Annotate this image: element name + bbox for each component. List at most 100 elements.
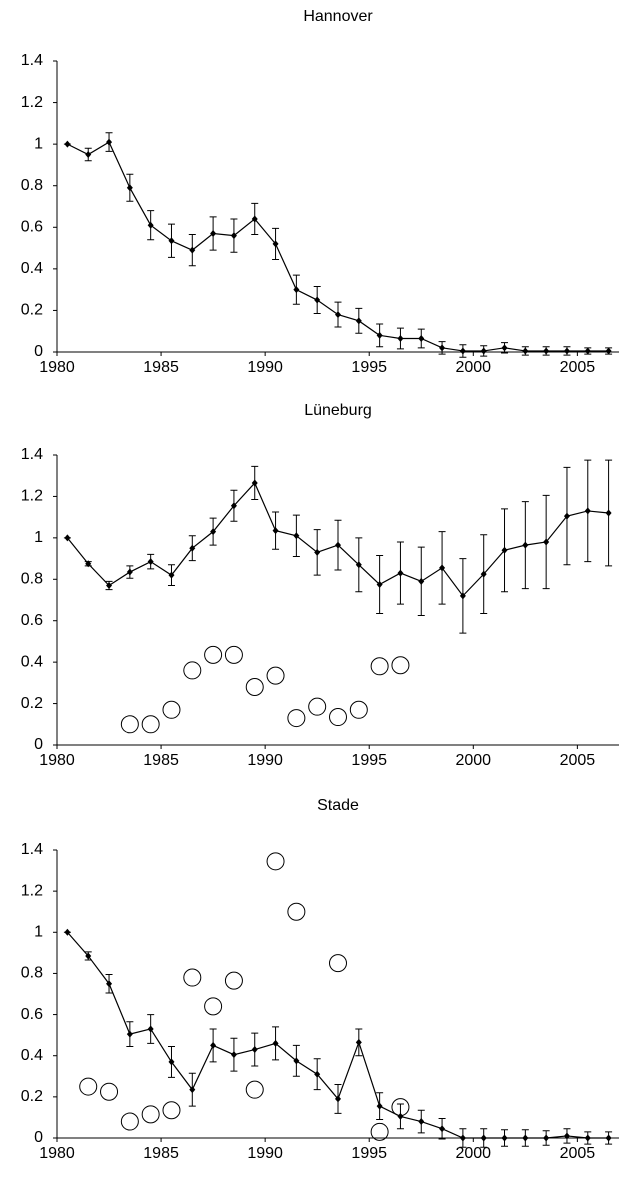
diamond-marker [189, 1086, 196, 1094]
diamond-marker [335, 1095, 341, 1103]
circle-marker [141, 1105, 160, 1124]
y-tick-label: 1 [34, 529, 43, 546]
diamond-marker [147, 221, 154, 229]
diamond-marker [563, 512, 570, 520]
circle-marker [183, 968, 202, 987]
y-tick-label: 1.2 [21, 882, 43, 899]
diamond-marker [418, 577, 425, 585]
diamond-marker [397, 569, 404, 577]
x-tick-label: 2000 [455, 752, 491, 769]
diamond-marker [543, 347, 550, 355]
x-tick-label: 1985 [143, 752, 179, 769]
diamond-marker [605, 509, 612, 517]
y-tick-label: 0 [34, 1129, 43, 1146]
diamond-marker [272, 527, 279, 535]
y-tick-label: 1.4 [21, 52, 43, 69]
diamond-marker [418, 334, 425, 342]
diamond-marker [189, 544, 196, 552]
y-tick-label: 0 [34, 736, 43, 753]
diamond-marker [168, 237, 175, 245]
circle-marker [120, 715, 139, 734]
diamond-marker [189, 246, 196, 254]
diamond-marker [272, 240, 279, 248]
diamond-marker [168, 1058, 175, 1066]
x-tick-label: 1985 [143, 1145, 179, 1162]
diamond-marker [459, 1134, 466, 1142]
diamond-marker [376, 1102, 383, 1110]
diamond-marker [126, 184, 133, 192]
diamond-marker [147, 1025, 154, 1033]
chart-title: Stade [317, 797, 359, 814]
circle-marker [349, 700, 368, 719]
diamond-marker [522, 541, 529, 549]
x-tick-label: 2000 [455, 359, 491, 376]
x-tick-label: 1990 [247, 1145, 283, 1162]
diamond-marker [314, 1070, 321, 1078]
diamond-marker [272, 1039, 279, 1047]
diamond-marker [251, 479, 258, 487]
diamond-marker [605, 1134, 612, 1142]
diamond-marker [418, 1118, 425, 1126]
diamond-marker [64, 928, 71, 936]
diamond-marker [85, 952, 92, 960]
y-tick-label: 0.2 [21, 695, 43, 712]
chart-title: Hannover [303, 8, 373, 25]
chart-title: Lüneburg [304, 402, 372, 419]
diamond-marker [168, 571, 175, 579]
x-tick-label: 1995 [351, 359, 387, 376]
y-tick-label: 0.4 [21, 260, 43, 277]
circle-marker [162, 1101, 181, 1120]
circle-marker [224, 971, 243, 990]
circle-marker [204, 997, 223, 1016]
diamond-marker [314, 296, 321, 304]
diamond-marker [251, 215, 258, 223]
circle-marker [370, 657, 389, 676]
circle-marker [141, 715, 160, 734]
y-tick-label: 0.2 [21, 302, 43, 319]
diamond-marker [335, 311, 341, 319]
x-tick-label: 2005 [560, 359, 596, 376]
y-tick-label: 1.2 [21, 94, 43, 111]
y-tick-label: 0.8 [21, 965, 43, 982]
circle-marker [308, 697, 327, 716]
x-tick-label: 1980 [39, 752, 75, 769]
diamond-marker [230, 1051, 237, 1059]
circle-marker [287, 902, 306, 921]
diamond-marker [480, 347, 487, 355]
y-tick-label: 1 [34, 135, 43, 152]
y-tick-label: 0.8 [21, 571, 43, 588]
y-tick-label: 0.4 [21, 1047, 43, 1064]
y-tick-label: 0 [34, 343, 43, 360]
diamond-marker [501, 546, 508, 554]
diamond-marker [64, 534, 71, 542]
diamond-marker [106, 138, 113, 146]
circle-marker [120, 1112, 139, 1131]
circle-marker [224, 645, 243, 664]
y-tick-label: 1.2 [21, 488, 43, 505]
diamond-marker [106, 582, 113, 589]
diamond-marker [293, 532, 300, 540]
diamond-marker [543, 1134, 550, 1142]
circle-marker [100, 1082, 119, 1101]
y-tick-label: 1.4 [21, 446, 43, 463]
diamond-marker [335, 541, 341, 549]
diamond-marker [584, 1134, 591, 1142]
y-tick-label: 1 [34, 924, 43, 941]
y-tick-label: 0.6 [21, 1006, 43, 1023]
diamond-marker [397, 1112, 404, 1120]
diamond-marker [563, 347, 570, 355]
circle-marker [162, 700, 181, 719]
circle-marker [391, 656, 410, 675]
y-tick-label: 0.6 [21, 612, 43, 629]
diamond-marker [210, 1041, 217, 1049]
circle-marker [391, 1098, 410, 1117]
y-tick-label: 0.6 [21, 219, 43, 236]
circle-marker [266, 666, 285, 685]
x-tick-label: 1980 [39, 1145, 75, 1162]
diamond-marker [251, 1046, 258, 1054]
diamond-marker [85, 151, 92, 159]
x-tick-label: 2000 [455, 1145, 491, 1162]
x-tick-label: 1995 [351, 752, 387, 769]
circle-marker [329, 954, 347, 973]
